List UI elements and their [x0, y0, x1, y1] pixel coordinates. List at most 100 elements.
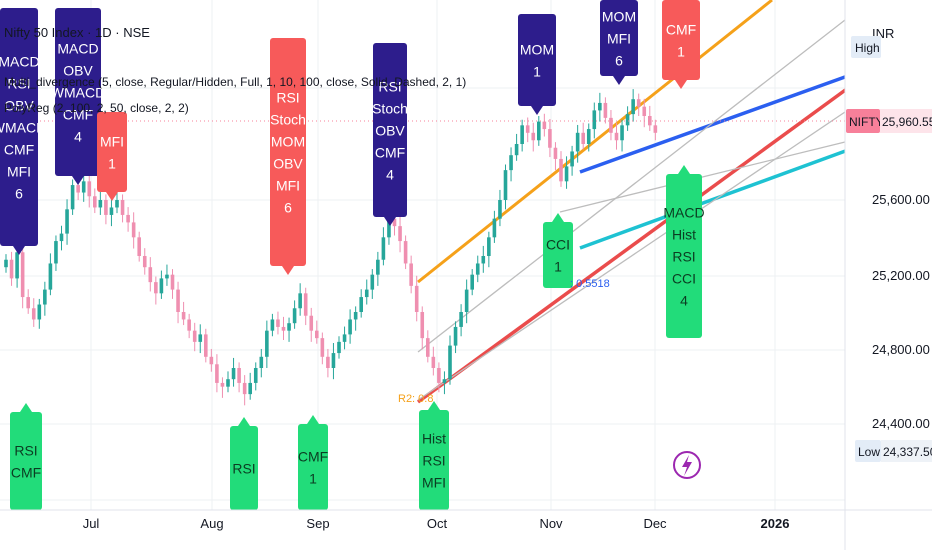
signal-box-label: 6: [284, 200, 292, 216]
signal-box-label: RSI: [672, 249, 695, 265]
signal-box-label: RSI: [232, 461, 255, 477]
candle-body: [381, 237, 386, 260]
blue-regression-line: [579, 66, 871, 174]
candle-body: [253, 368, 258, 383]
candle-body: [70, 185, 75, 210]
signal-box-label: 1: [554, 259, 562, 275]
signal-box-label: CMF: [375, 145, 405, 161]
signal-box-bg: [666, 174, 702, 338]
candle-body: [59, 233, 64, 242]
candle-body: [242, 382, 247, 395]
signal-box-bearish: RSI Stoch MOM OBV MFI 6: [270, 38, 306, 275]
signal-box-bg: [518, 14, 556, 106]
time-tick-label: Dec: [643, 516, 667, 531]
candle-body: [15, 252, 19, 279]
candle-body: [459, 312, 463, 327]
last-price-label: 25,960.55: [882, 115, 932, 129]
candle-body: [598, 102, 602, 111]
symbol-tag-bg: [846, 109, 880, 133]
candle-body: [648, 116, 652, 126]
signal-box-label: CCI: [672, 271, 696, 287]
symbol-title: Nifty 50 Index · 1D · NSE: [4, 25, 150, 40]
signal-box-bearish: CMF 1: [662, 0, 700, 89]
time-tick-label: Jul: [83, 516, 100, 531]
candle-body: [65, 209, 69, 234]
signal-box-bullish: Hist RSI MFI: [419, 401, 449, 510]
signal-box-label: WMACD: [51, 85, 105, 101]
signal-box-bearish: MOM MFI 6: [600, 0, 638, 85]
candle-body: [364, 289, 369, 298]
candle-body: [120, 200, 125, 215]
candle-body: [126, 214, 130, 223]
candle-body: [43, 289, 47, 305]
candle-body: [137, 237, 141, 256]
candle-body: [348, 319, 352, 335]
candle-body: [392, 218, 397, 227]
candle-body: [564, 166, 569, 182]
candle-body: [198, 334, 203, 342]
candle-body: [309, 315, 314, 331]
signal-box-pointer: [428, 401, 440, 410]
signal-box-bullish: CCI 1: [543, 213, 573, 288]
signal-box-bg: [270, 38, 306, 266]
candle-body: [298, 293, 302, 309]
candle-body: [614, 132, 619, 141]
signal-box-label: 6: [615, 53, 623, 69]
candle-body: [359, 297, 363, 312]
candle-body: [104, 200, 108, 215]
last-price-bg: [880, 109, 932, 133]
candle-body: [276, 319, 280, 327]
signal-box-bg: [373, 43, 407, 217]
signal-box-label: RSI: [14, 443, 37, 459]
price-tick-label: 25,200.00: [872, 268, 930, 283]
time-tick-label: Nov: [539, 516, 563, 531]
orange-upper-channel-line: [417, 0, 773, 284]
candle-body: [636, 99, 641, 107]
candle-body: [281, 326, 286, 331]
candle-body: [570, 151, 574, 167]
signal-box-bg: [230, 426, 258, 510]
signal-box-label: 1: [677, 44, 685, 60]
indicator-1-legend: Multi_divergence (5, close, Regular/Hidd…: [4, 75, 466, 89]
signal-box-label: 4: [74, 129, 82, 145]
candle-body: [487, 237, 491, 256]
signal-box-bullish: MACD Hist RSI CCI 4: [663, 165, 705, 338]
gray-channel-line-upper: [417, 19, 846, 353]
signal-box-label: OBV: [4, 98, 34, 114]
candle-body: [625, 114, 630, 126]
candle-body: [81, 181, 86, 193]
signal-box-bearish: RSI Stoch OBV CMF 4: [372, 43, 408, 226]
candle-body: [209, 356, 214, 365]
price-tick-label: 25,600.00: [872, 192, 930, 207]
candle-body: [109, 207, 114, 215]
candle-body: [442, 379, 447, 383]
signal-box-bearish: MOM 1: [518, 14, 556, 115]
candle-body: [431, 356, 436, 368]
time-tick-label: Sep: [306, 516, 329, 531]
candle-body: [387, 218, 391, 238]
candle-body: [192, 330, 197, 342]
cyan-regression-line: [579, 140, 871, 250]
signal-box-bg: [419, 410, 449, 510]
candle-body: [326, 356, 330, 368]
signal-box-label: RSI: [422, 453, 445, 469]
lightning-event-icon[interactable]: [673, 451, 701, 479]
lightning-icon: [682, 455, 692, 476]
signal-box-bearish: MACD RSI OBV WMACD CMF MFI 6: [0, 8, 46, 255]
gray-channel-line-lower: [559, 141, 846, 213]
signal-box-label: MOM: [520, 42, 554, 58]
candle-body: [575, 132, 580, 152]
signal-box-pointer: [13, 246, 25, 255]
candle-body: [204, 334, 208, 357]
signal-box-pointer: [72, 176, 84, 185]
candle-body: [481, 256, 486, 264]
signal-box-label: Hist: [422, 431, 446, 447]
candle-body: [315, 330, 319, 339]
candle-body: [403, 241, 408, 264]
signal-box-pointer: [552, 213, 564, 222]
signal-box-label: Stoch: [372, 101, 408, 117]
candle-body: [9, 259, 14, 279]
candle-body: [353, 312, 358, 320]
